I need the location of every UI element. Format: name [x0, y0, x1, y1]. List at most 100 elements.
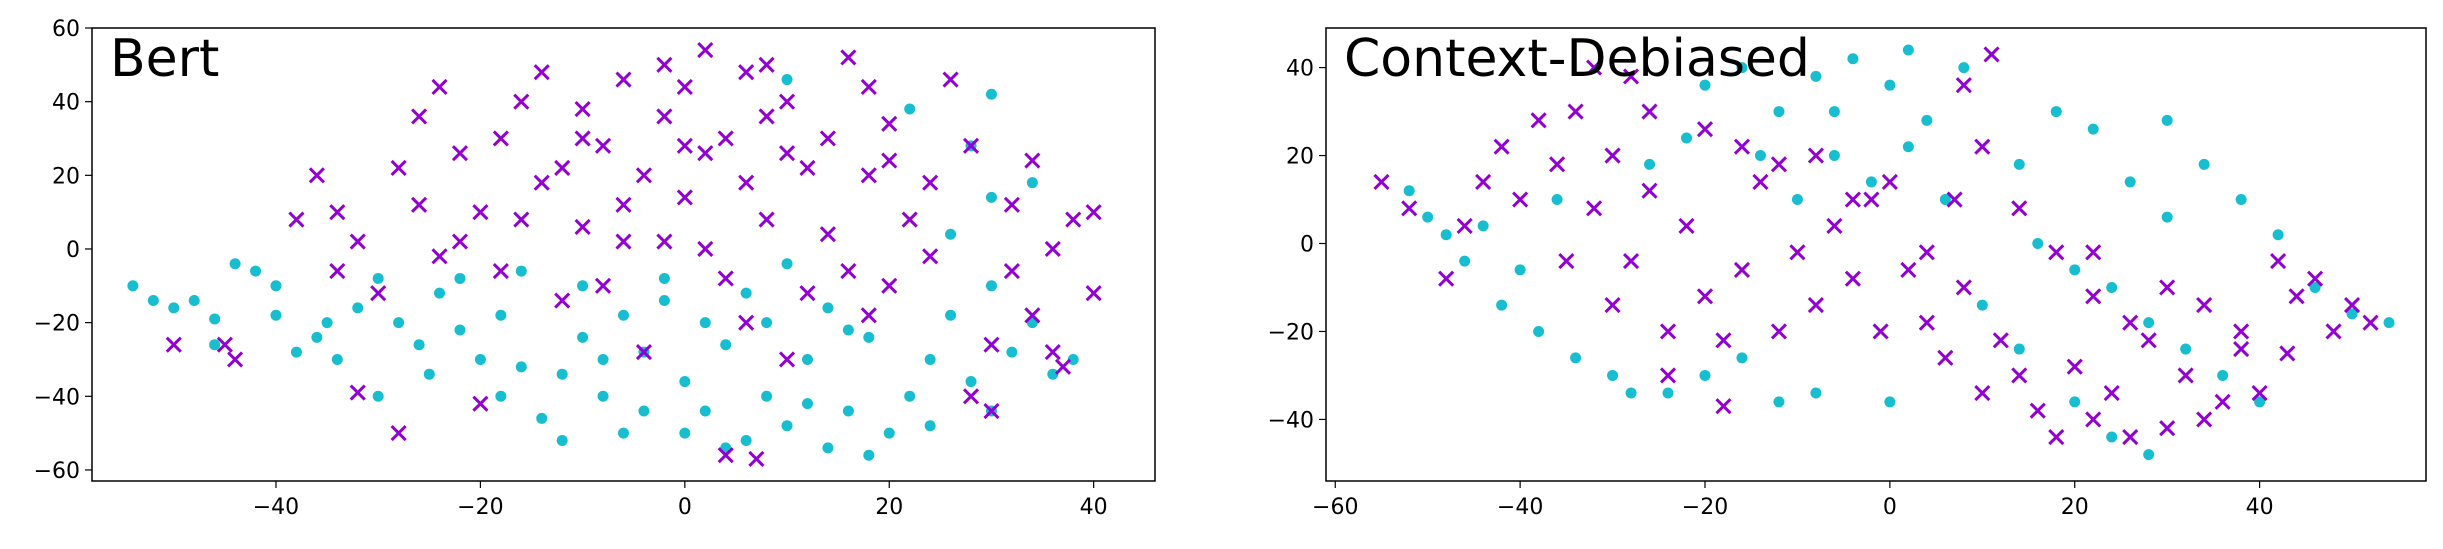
data-point-x	[1558, 253, 1575, 270]
data-point-dot	[2032, 238, 2044, 250]
data-point-dot	[188, 295, 200, 307]
data-point-dot	[842, 324, 854, 336]
data-point-x	[2085, 288, 2102, 305]
data-point-dot	[434, 287, 446, 299]
data-point-x	[533, 174, 550, 191]
series-0-group	[127, 74, 1079, 461]
data-point-x	[2029, 402, 2046, 419]
data-point-dot	[597, 390, 609, 402]
data-point-dot	[556, 368, 568, 380]
data-point-x	[431, 78, 448, 95]
data-point-x	[635, 167, 653, 184]
data-point-x	[390, 425, 407, 442]
data-point-x	[697, 42, 714, 59]
data-point-dot	[2013, 343, 2025, 355]
data-point-dot	[2235, 194, 2247, 206]
context-debiased-panel: −60 −40 −20 0 20 40 −40 −20 0 20 40 Context-Debiase…	[1268, 27, 2427, 520]
data-point-dot	[474, 353, 486, 365]
data-point-dot	[495, 390, 507, 402]
data-point-x	[1641, 182, 1658, 199]
data-point-dot	[393, 317, 405, 329]
data-point-x	[2343, 297, 2361, 314]
y-tick-label: −60	[34, 459, 80, 484]
x-tick-label: 0	[1883, 495, 1897, 520]
data-point-dot	[454, 272, 466, 284]
data-point-dot	[413, 339, 425, 351]
data-point-dot	[2383, 317, 2395, 329]
data-point-x	[697, 145, 714, 162]
axes-frame	[91, 27, 1156, 482]
data-point-x	[1054, 358, 1072, 375]
data-point-x	[1512, 191, 1529, 208]
data-point-x	[615, 71, 632, 88]
data-point-x	[1807, 147, 1824, 164]
data-point-x	[656, 108, 673, 125]
data-point-dot	[618, 427, 629, 439]
data-point-dot	[985, 88, 997, 100]
y-tick-label: −20	[1268, 320, 1314, 345]
data-point-x	[165, 336, 182, 353]
data-point-dot	[1699, 369, 1711, 381]
data-point-dot	[597, 353, 609, 365]
panel-title: Bert	[110, 29, 219, 89]
data-point-dot	[2069, 264, 2081, 276]
y-tick-label: 40	[52, 91, 80, 116]
data-point-dot	[2124, 176, 2136, 188]
y-tick-label: 60	[52, 17, 80, 42]
data-point-x	[1844, 191, 1861, 208]
data-point-dot	[1884, 396, 1896, 408]
data-point-dot	[270, 309, 282, 321]
data-point-x	[574, 218, 591, 235]
data-point-x	[778, 351, 796, 368]
data-point-dot	[1047, 368, 1059, 380]
data-point-dot	[577, 331, 589, 343]
data-point-dot	[658, 272, 670, 284]
data-point-x	[1438, 270, 1455, 287]
data-point-x	[1992, 332, 2009, 349]
data-point-x	[594, 137, 612, 154]
data-point-dot	[1810, 70, 1822, 82]
data-point-x	[2270, 253, 2287, 270]
x-tick-label: −60	[1312, 495, 1358, 520]
data-point-x	[1065, 211, 1082, 228]
data-point-dot	[311, 331, 323, 343]
data-point-x	[1085, 204, 1102, 221]
data-point-x	[574, 130, 591, 147]
data-point-x	[329, 263, 346, 280]
data-point-dot	[290, 346, 302, 358]
data-point-dot	[801, 353, 813, 365]
data-point-x	[717, 447, 734, 464]
data-point-x	[2011, 367, 2028, 384]
data-point-x	[492, 130, 509, 147]
data-point-x	[1659, 323, 1677, 340]
data-point-x	[574, 100, 591, 118]
data-point-x	[472, 395, 489, 412]
data-point-x	[819, 130, 836, 147]
y-tick-label: 40	[1286, 57, 1314, 82]
data-point-x	[860, 78, 877, 95]
data-point-x	[411, 196, 428, 213]
data-point-x	[1974, 138, 1991, 155]
data-point-x	[635, 344, 653, 361]
data-point-dot	[495, 309, 507, 321]
data-point-dot	[863, 331, 875, 343]
data-point-x	[1586, 59, 1603, 76]
data-point-dot	[2346, 308, 2358, 320]
data-point-dot	[2106, 281, 2118, 293]
data-point-dot	[1810, 387, 1822, 399]
x-tick-label: 20	[875, 495, 903, 520]
data-point-x	[840, 263, 857, 280]
data-point-x	[1955, 77, 1972, 94]
data-point-dot	[1551, 194, 1563, 206]
data-point-x	[881, 115, 898, 132]
data-point-x	[1604, 297, 1621, 314]
data-point-dot	[209, 339, 221, 351]
data-point-x	[615, 196, 632, 213]
data-point-dot	[1699, 79, 1711, 91]
data-point-x	[288, 211, 305, 228]
data-point-dot	[2069, 396, 2081, 408]
data-point-dot	[1422, 211, 1434, 223]
x-tick-label: 20	[2061, 495, 2089, 520]
data-point-dot	[2180, 343, 2192, 355]
